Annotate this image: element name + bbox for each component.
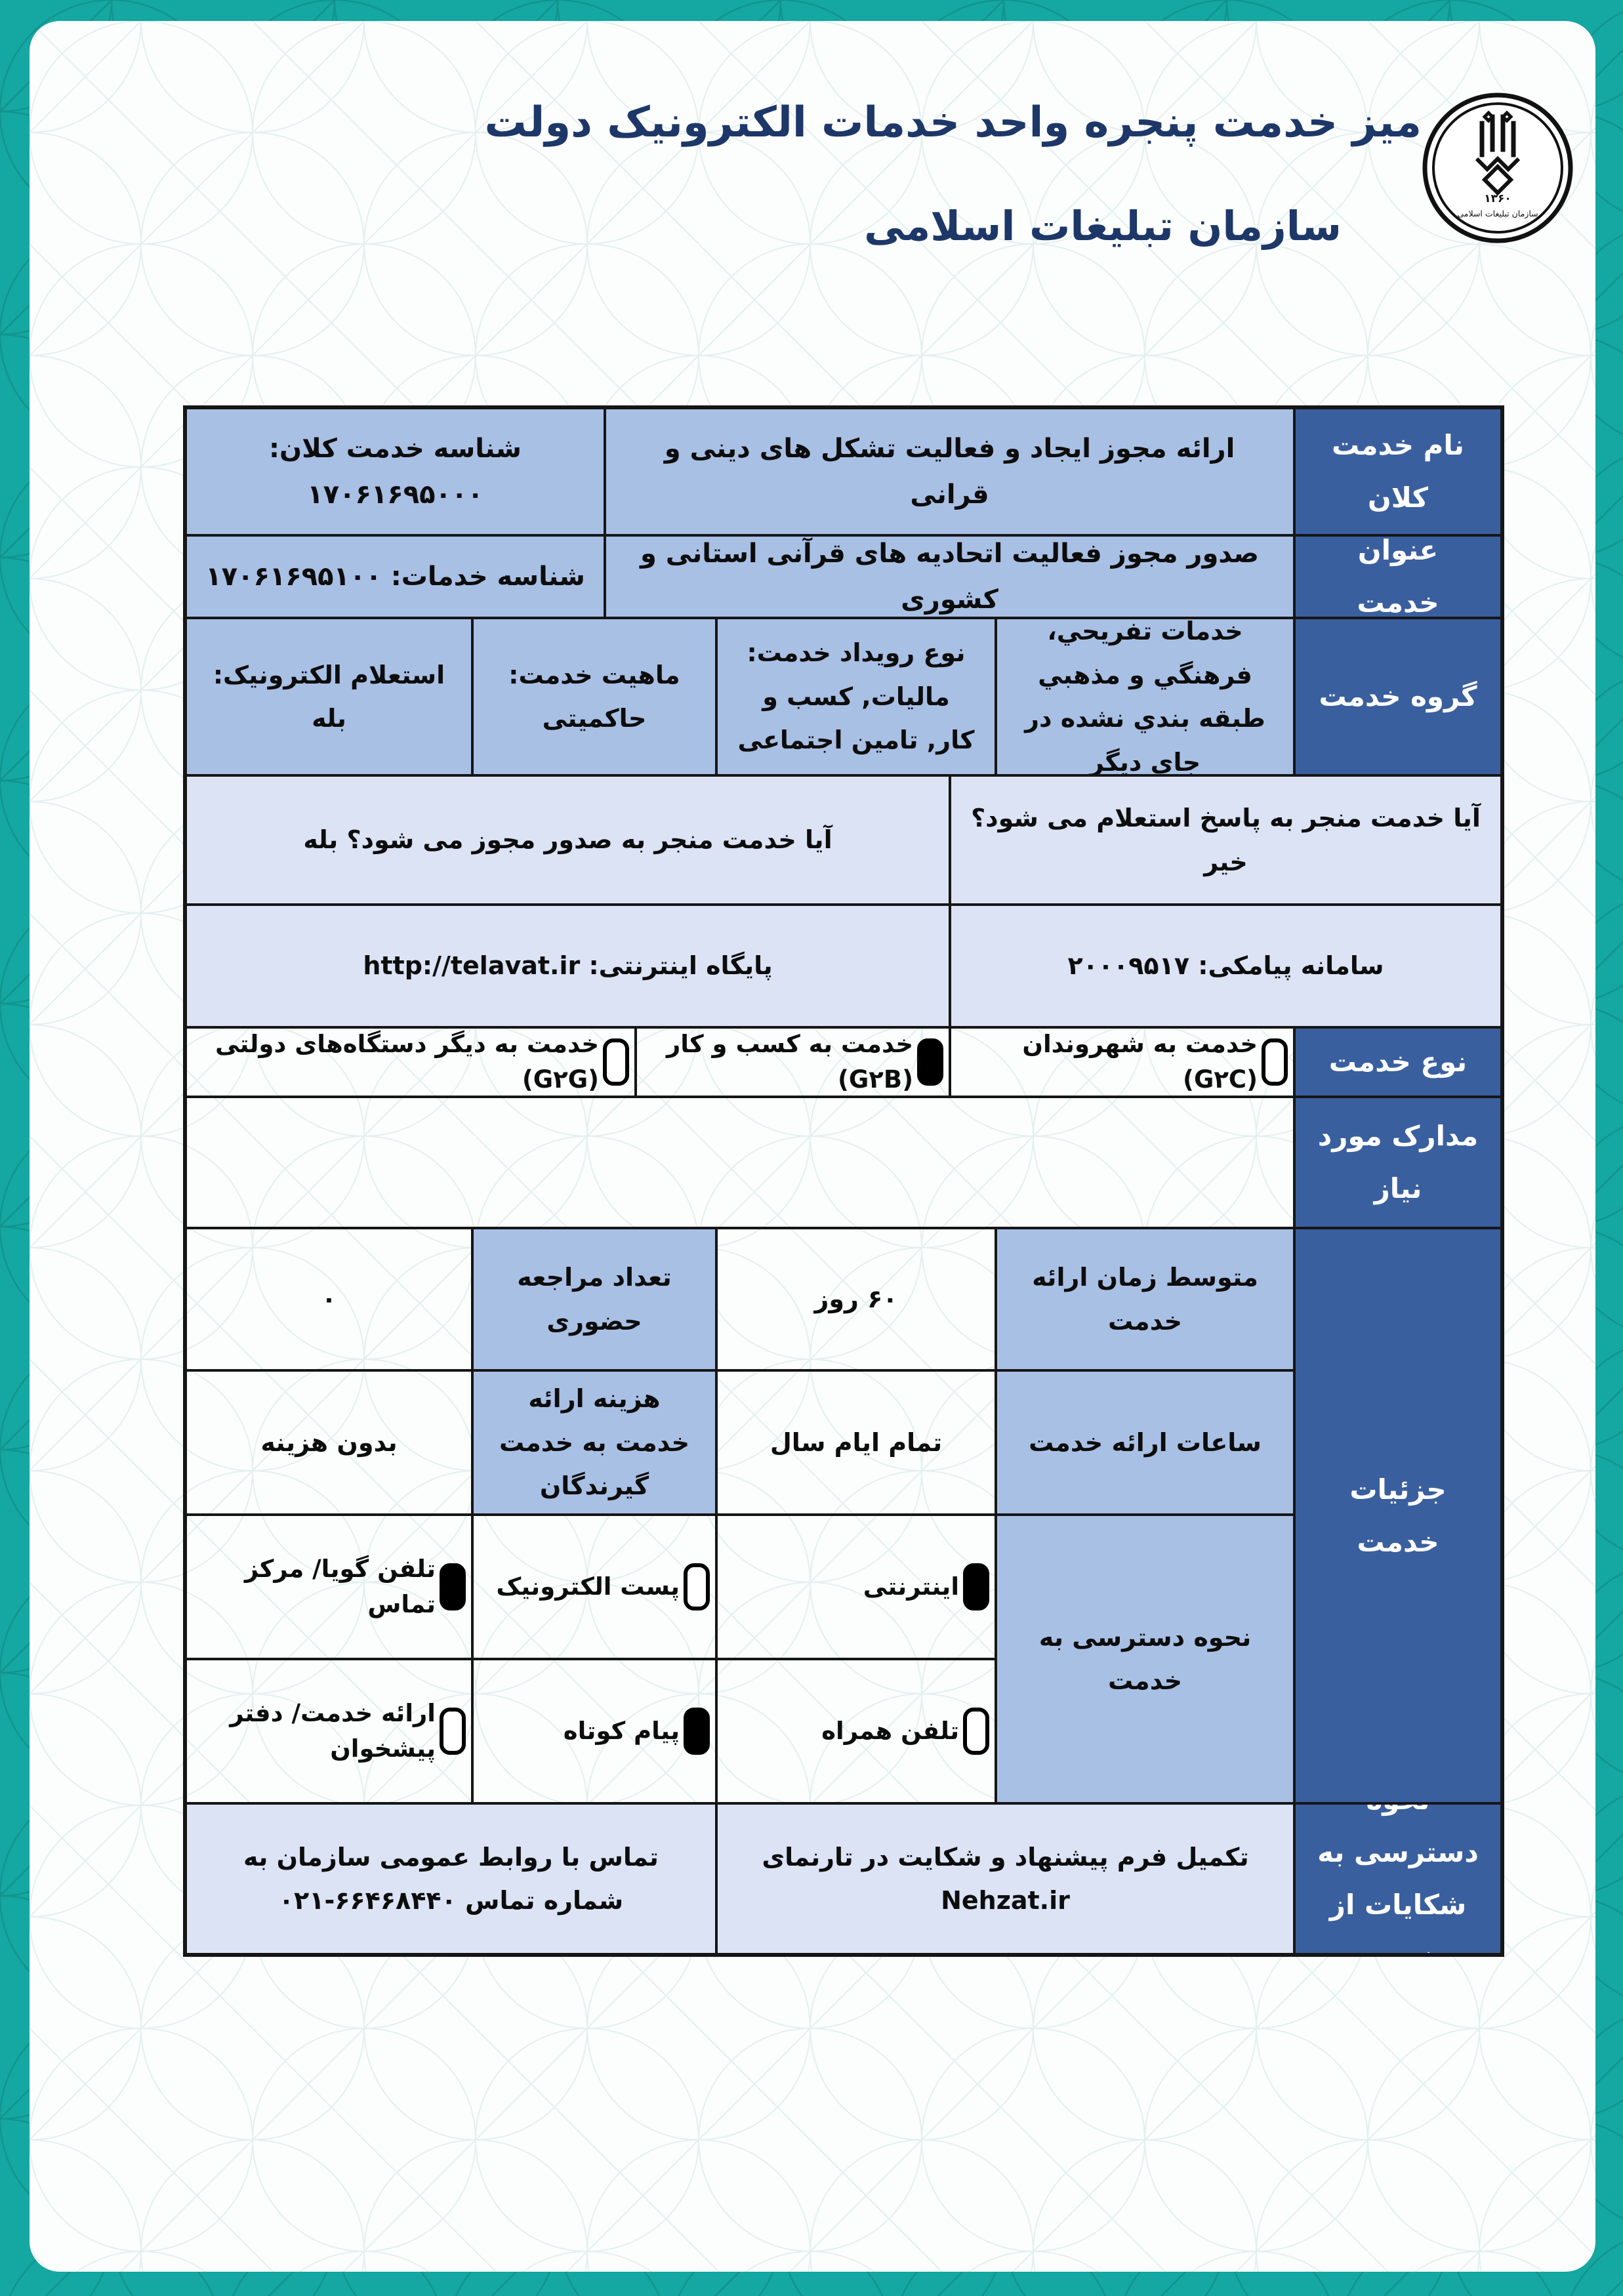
sms-system: سامانه پیامکی: ۲۰۰۰۹۵۱۷	[950, 905, 1502, 1027]
checkbox-g2c[interactable]	[1262, 1038, 1288, 1086]
access-option-mobile: تلفن همراه	[716, 1659, 996, 1803]
service-nature: ماهیت خدمت: حاکمیتی	[472, 618, 716, 775]
access-option-sms: پیام کوتاه	[472, 1659, 716, 1803]
macro-service-id: شناسه خدمت کلان: ۱۷۰۶۱۶۹۵۰۰۰	[186, 408, 605, 535]
service-details-header: جزئیات خدمت	[1294, 1228, 1502, 1803]
hours-value: تمام ایام سال	[716, 1370, 996, 1515]
license-question: آیا خدمت منجر به صدور مجوز می شود؟ بله	[186, 775, 950, 905]
service-type-option-g2c-label: خدمت به شهروندان (G۲C)	[1022, 1030, 1258, 1094]
organization-logo: ۱۳۶۰ سازمان تبلیغات اسلامی	[1422, 92, 1573, 243]
avg-time-label: متوسط زمان ارائه خدمت	[996, 1228, 1294, 1370]
hours-label: ساعات ارائه خدمت	[996, 1370, 1294, 1515]
checkbox-internet[interactable]	[963, 1563, 989, 1610]
complaints-header: نحوه دسترسی به شکایات از خدمت	[1294, 1803, 1502, 1954]
macro-service-name: ارائه مجوز ایجاد و فعالیت تشکل های دینی …	[605, 408, 1294, 535]
service-title-header: عنوان خدمت	[1294, 535, 1502, 618]
service-group-value: خدمات تفریحي، فرهنگي و مذهبي طبقه بندي ن…	[996, 618, 1294, 775]
logo-year: ۱۳۶۰	[1484, 192, 1511, 205]
avg-time-value: ۶۰ روز	[716, 1228, 996, 1370]
service-title-id: شناسه خدمات: ۱۷۰۶۱۶۹۵۱۰۰	[186, 535, 605, 618]
access-option-counter-label: ارائه خدمت/ دفتر پیشخوان	[230, 1699, 436, 1763]
complaints-web: تکمیل فرم پیشنهاد و شکایت در تارنمای Neh…	[716, 1803, 1294, 1954]
service-title-name: صدور مجوز فعالیت اتحادیه های قرآنی استان…	[605, 535, 1294, 618]
kufic-calligraphy	[1479, 110, 1516, 157]
checkbox-mobile[interactable]	[963, 1708, 989, 1755]
page-title-line1: میز خدمت پنجره واحد خدمات الکترونیک دولت	[484, 98, 1422, 147]
access-option-email-label: پست الکترونیک	[496, 1572, 680, 1601]
website-url[interactable]: پایگاه اینترنتی: http://telavat.ir	[186, 905, 950, 1027]
service-group-header: گروه خدمت	[1294, 618, 1502, 775]
access-option-counter: ارائه خدمت/ دفتر پیشخوان	[186, 1659, 472, 1803]
service-form-table: نام خدمت کلان ارائه مجوز ایجاد و فعالیت …	[183, 405, 1504, 1957]
visits-value: ۰	[186, 1228, 472, 1370]
required-documents-header: مدارک مورد نیاز	[1294, 1097, 1502, 1228]
checkbox-g2b[interactable]	[917, 1038, 943, 1086]
service-type-option-g2b: خدمت به کسب و کار (G۲B)	[636, 1027, 950, 1097]
electronic-inquiry: استعلام الکترونیک: بله	[186, 618, 472, 775]
service-type-option-g2g-label: خدمت به دیگر دستگاه‌های دولتی (G۲G)	[215, 1030, 599, 1094]
macro-service-header: نام خدمت کلان	[1294, 408, 1502, 535]
checkbox-g2g[interactable]	[603, 1038, 629, 1086]
kufic-base	[1475, 155, 1521, 196]
service-event-type: نوع رویداد خدمت: مالیات, کسب و کار, تامی…	[716, 618, 996, 775]
cost-label: هزینه ارائه خدمت به خدمت گیرندگان	[472, 1370, 716, 1515]
service-type-option-g2g: خدمت به دیگر دستگاه‌های دولتی (G۲G)	[186, 1027, 636, 1097]
access-option-ivr-label: تلفن گویا/ مرکز تماس	[244, 1555, 436, 1618]
service-type-header: نوع خدمت	[1294, 1027, 1502, 1097]
checkbox-sms[interactable]	[684, 1708, 710, 1755]
access-option-ivr: تلفن گویا/ مرکز تماس	[186, 1515, 472, 1659]
logo-caption: سازمان تبلیغات اسلامی	[1457, 209, 1538, 219]
page-card: میز خدمت پنجره واحد خدمات الکترونیک دولت…	[30, 21, 1595, 2272]
access-option-internet-label: اینترنتی	[863, 1572, 959, 1601]
access-option-sms-label: پیام کوتاه	[563, 1717, 680, 1746]
access-option-internet: اینترنتی	[716, 1515, 996, 1659]
complaints-phone: تماس با روابط عمومی سازمان به شماره تماس…	[186, 1803, 716, 1954]
service-type-option-g2b-label: خدمت به کسب و کار (G۲B)	[666, 1030, 913, 1094]
access-option-mobile-label: تلفن همراه	[821, 1717, 959, 1746]
visits-label: تعداد مراجعه حضوری	[472, 1228, 716, 1370]
checkbox-ivr[interactable]	[440, 1563, 466, 1610]
inquiry-question: آیا خدمت منجر به پاسخ استعلام می شود؟ خی…	[950, 775, 1502, 905]
required-documents-value	[186, 1097, 1294, 1228]
access-option-email: پست الکترونیک	[472, 1515, 716, 1659]
page-title-line2: سازمان تبلیغات اسلامی	[864, 202, 1342, 250]
cost-value: بدون هزینه	[186, 1370, 472, 1515]
checkbox-counter[interactable]	[440, 1708, 466, 1755]
service-type-option-g2c: خدمت به شهروندان (G۲C)	[950, 1027, 1294, 1097]
access-label: نحوه دسترسی به خدمت	[996, 1515, 1294, 1803]
checkbox-email[interactable]	[684, 1563, 710, 1610]
